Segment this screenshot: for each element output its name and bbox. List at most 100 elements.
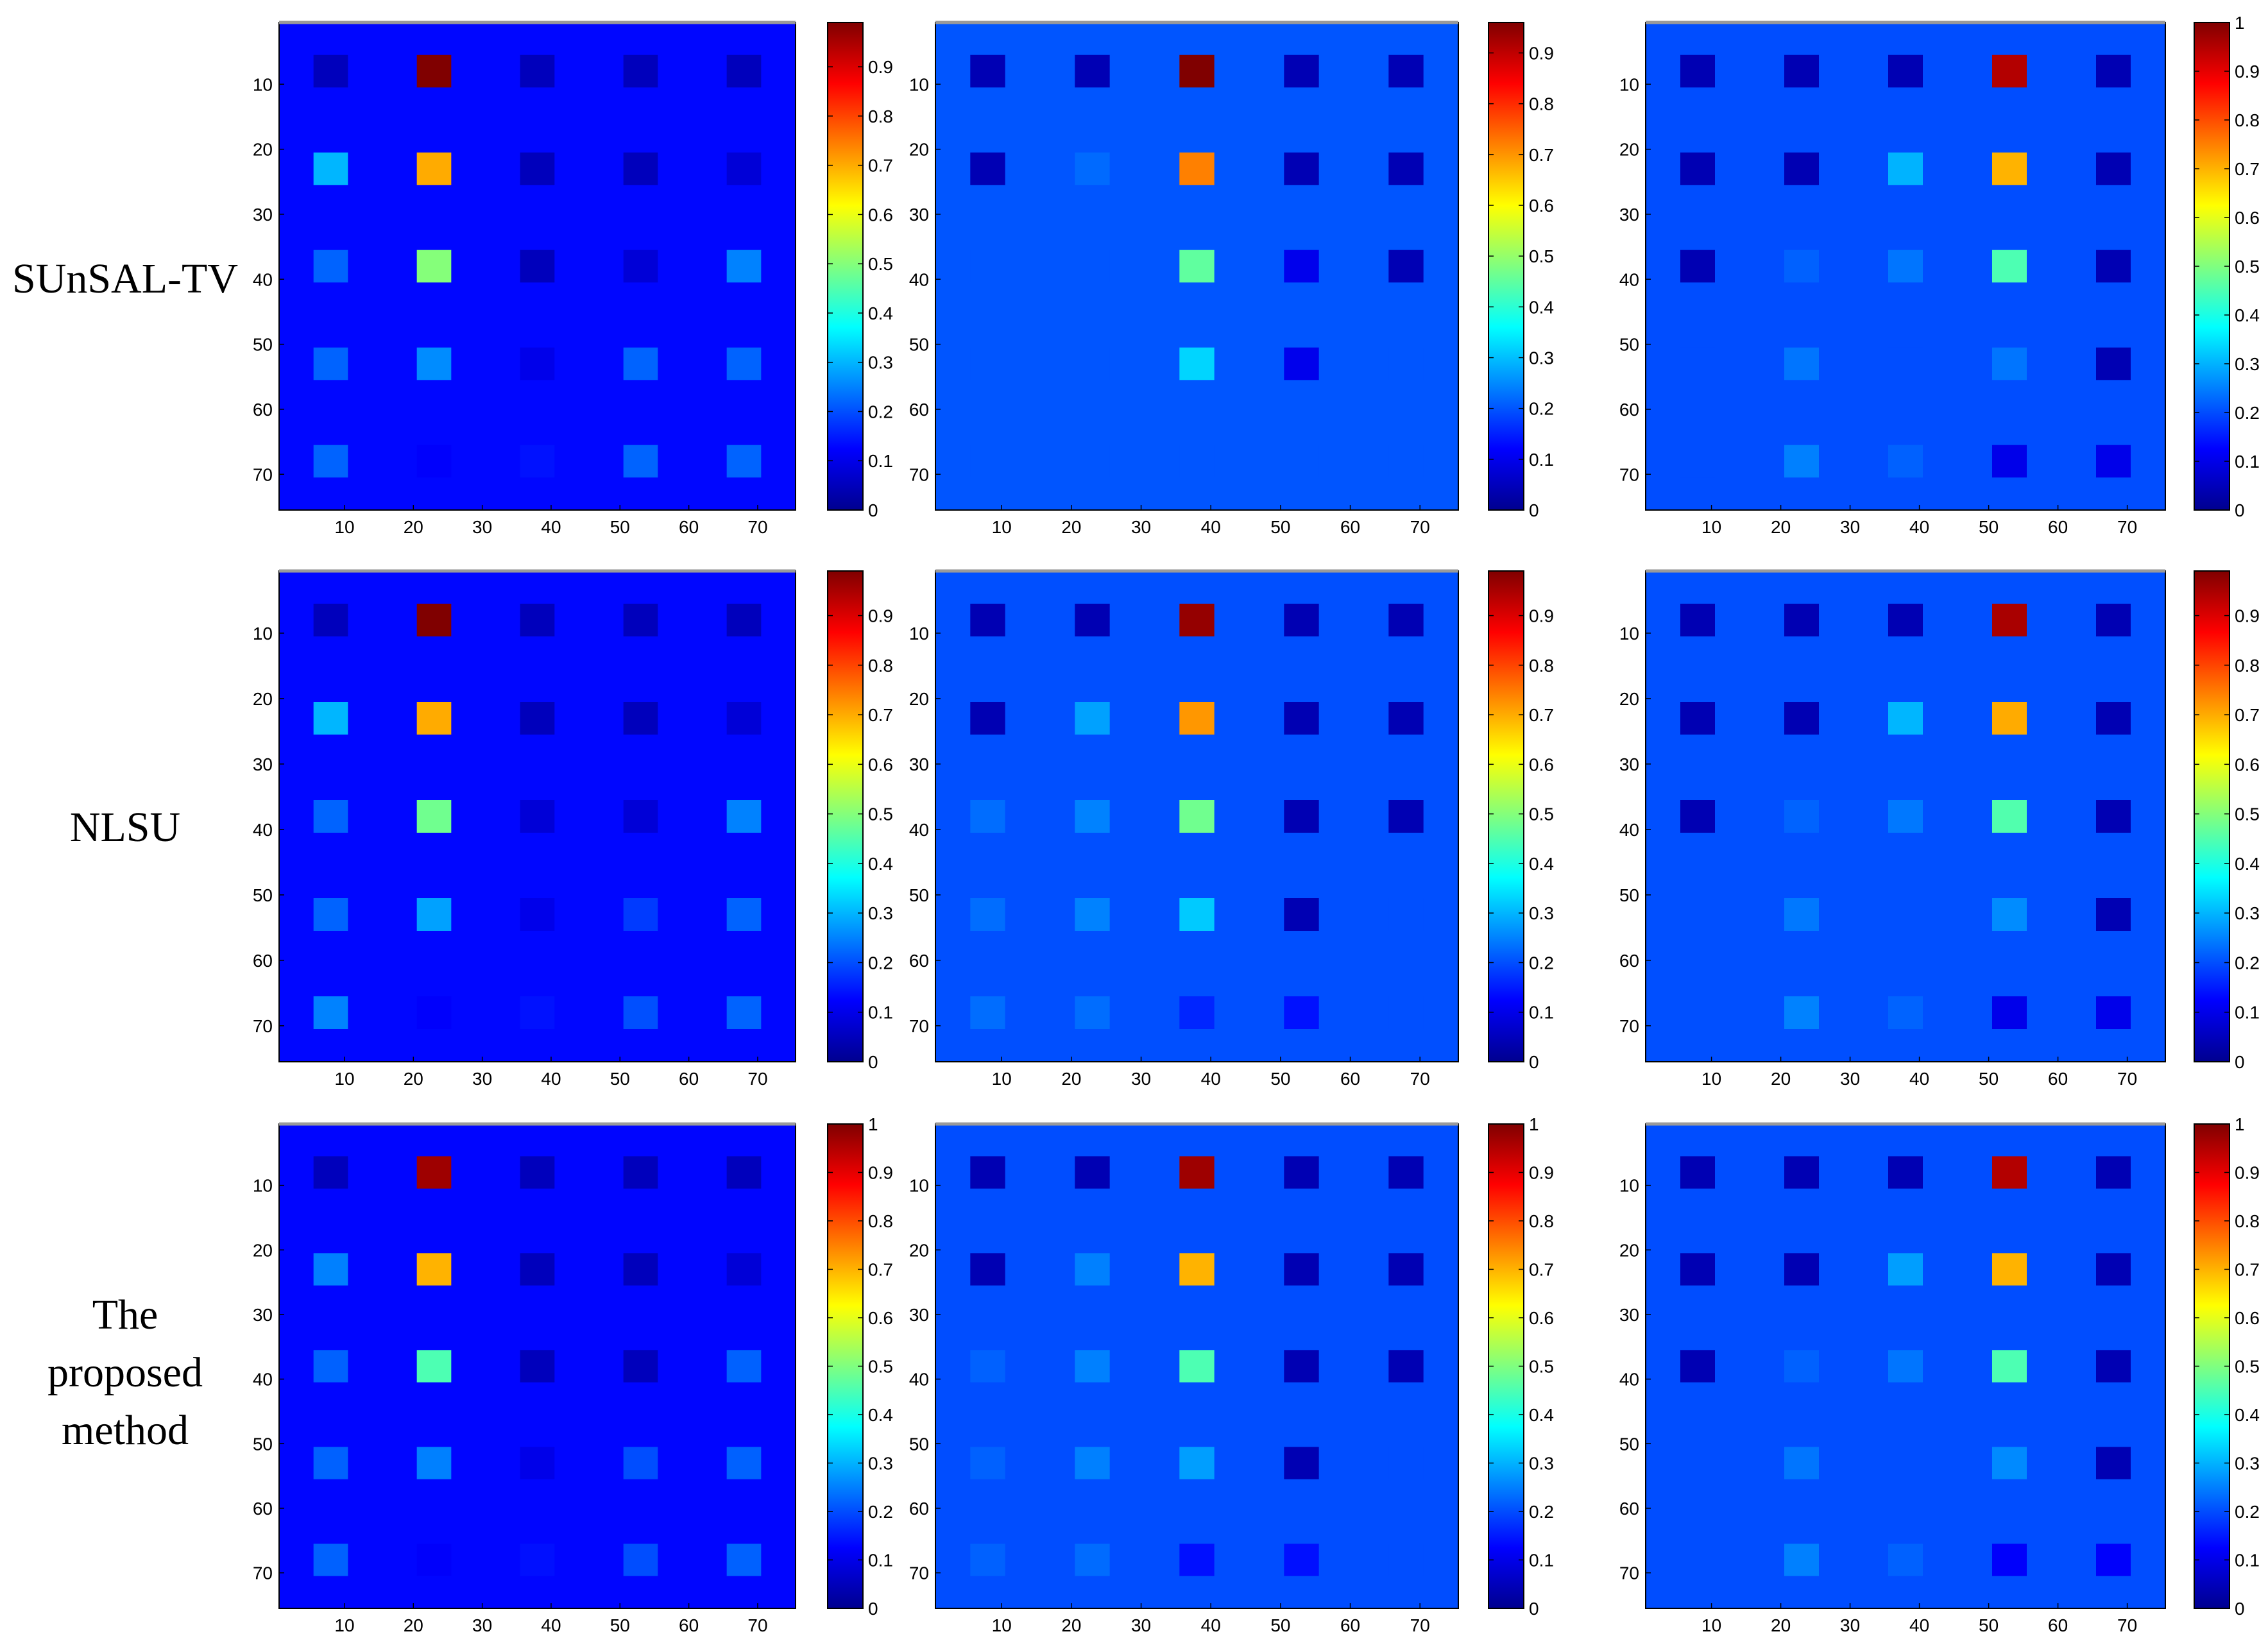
heatmap-block bbox=[970, 152, 1005, 185]
heatmap-block bbox=[1992, 1544, 2027, 1576]
colorbar-tick-label: 0.2 bbox=[1529, 953, 1554, 973]
colorbar-tick-label: 0.6 bbox=[868, 754, 893, 774]
x-tick-label: 30 bbox=[472, 1069, 492, 1089]
colorbar bbox=[2194, 570, 2230, 1062]
heatmap-block bbox=[1388, 702, 1424, 735]
heatmap-block bbox=[1075, 347, 1110, 380]
colorbar-tick-label: 0.9 bbox=[868, 57, 893, 77]
colorbar-tick-label: 0.7 bbox=[2235, 1260, 2260, 1280]
colorbar-tick-label: 0.8 bbox=[1529, 1211, 1554, 1231]
colorbar-tick-label: 0.7 bbox=[2235, 159, 2260, 179]
y-tick-label: 70 bbox=[253, 1016, 273, 1036]
heatmap-block bbox=[726, 250, 762, 283]
x-tick-label: 70 bbox=[1410, 1069, 1430, 1089]
heatmap-block bbox=[1680, 347, 1715, 380]
y-tick-label: 50 bbox=[1619, 885, 1639, 905]
colorbar-tick-label: 0.5 bbox=[868, 804, 893, 824]
heatmap-block bbox=[1388, 996, 1424, 1029]
heatmap-block bbox=[726, 445, 762, 478]
colorbar bbox=[2194, 1123, 2230, 1609]
heatmap-block bbox=[726, 1350, 762, 1383]
colorbar-tick-label: 0.5 bbox=[2235, 804, 2260, 824]
heatmap-block bbox=[1992, 996, 2027, 1029]
x-tick-label: 70 bbox=[747, 1615, 767, 1635]
heatmap-block bbox=[1284, 55, 1319, 88]
heatmap-block bbox=[1784, 445, 1819, 478]
heatmap-block bbox=[416, 445, 452, 478]
heatmap-block bbox=[1075, 898, 1110, 931]
x-tick-label: 20 bbox=[1061, 517, 1081, 537]
heatmap-block bbox=[1680, 1350, 1715, 1383]
y-tick-label: 60 bbox=[1619, 1499, 1639, 1519]
y-tick-label: 70 bbox=[1619, 1016, 1639, 1036]
colorbar-tick-label: 1 bbox=[868, 1114, 878, 1134]
x-tick-label: 60 bbox=[2048, 517, 2068, 537]
heatmap-block bbox=[2096, 604, 2131, 636]
colorbar-tick-label: 0.1 bbox=[1529, 1551, 1554, 1571]
heatmap-block bbox=[520, 996, 555, 1029]
colorbar-tick-label: 0.8 bbox=[868, 106, 893, 126]
heatmap-block bbox=[1179, 1350, 1215, 1383]
colorbar-tick-label: 0.3 bbox=[2235, 903, 2260, 923]
heatmap-block bbox=[2096, 996, 2131, 1029]
heatmap-block bbox=[416, 604, 452, 636]
colorbar-tick-label: 0 bbox=[2235, 500, 2245, 520]
heatmap-block bbox=[726, 1447, 762, 1479]
colorbar-tick-label: 0.5 bbox=[2235, 1357, 2260, 1377]
heatmap-block bbox=[623, 1253, 658, 1286]
x-tick-label: 60 bbox=[679, 517, 699, 537]
colorbar-tick-label: 0.8 bbox=[1529, 94, 1554, 114]
heatmap-block bbox=[970, 1253, 1005, 1286]
heatmap-block bbox=[1680, 152, 1715, 185]
heatmap-block bbox=[726, 702, 762, 735]
colorbar-tick-label: 0.4 bbox=[1529, 297, 1554, 317]
x-tick-label: 40 bbox=[1201, 1069, 1221, 1089]
colorbar-tick-label: 0.8 bbox=[1529, 656, 1554, 676]
y-tick-label: 30 bbox=[909, 205, 929, 225]
y-tick-label: 20 bbox=[909, 689, 929, 709]
colorbar-tick-label: 0.4 bbox=[868, 854, 893, 874]
heatmap-block bbox=[520, 250, 555, 283]
heatmap-block bbox=[1680, 1447, 1715, 1479]
heatmap-block bbox=[1784, 702, 1819, 735]
heatmap-block bbox=[416, 702, 452, 735]
heatmap-block bbox=[1284, 152, 1319, 185]
x-tick-label: 40 bbox=[1909, 1615, 1929, 1635]
heatmap-block bbox=[1388, 55, 1424, 88]
y-tick-label: 70 bbox=[253, 1563, 273, 1583]
heatmap-block bbox=[2096, 152, 2131, 185]
heatmap-block bbox=[416, 1544, 452, 1576]
heatmap-block bbox=[2096, 1447, 2131, 1479]
y-tick-label: 40 bbox=[909, 820, 929, 840]
y-tick-label: 40 bbox=[253, 269, 273, 289]
heatmap-block bbox=[1075, 800, 1110, 833]
colorbar-tick-label: 0.3 bbox=[1529, 903, 1554, 923]
heatmap-block bbox=[1075, 1544, 1110, 1576]
heatmap-block bbox=[1075, 445, 1110, 478]
x-tick-label: 10 bbox=[1701, 1615, 1721, 1635]
heatmap-block bbox=[520, 800, 555, 833]
heatmap-block bbox=[1075, 1350, 1110, 1383]
x-tick-label: 50 bbox=[610, 1069, 630, 1089]
heatmap-block bbox=[1888, 604, 1923, 636]
colorbar-tick-label: 0 bbox=[868, 1599, 878, 1619]
panel-3-2: 10 20 30 40 50 60 70 10 20 30 40 50 60 70 0 0.1 0.2 0.3 0.… bbox=[909, 1114, 1554, 1635]
heatmap-block bbox=[1179, 55, 1215, 88]
y-tick-label: 20 bbox=[909, 1240, 929, 1260]
y-tick-label: 50 bbox=[909, 335, 929, 355]
heatmap-block bbox=[1284, 996, 1319, 1029]
heatmap-block bbox=[970, 445, 1005, 478]
heatmap-block bbox=[1680, 1544, 1715, 1576]
colorbar-tick-label: 0 bbox=[2235, 1599, 2245, 1619]
x-tick-label: 40 bbox=[541, 1069, 561, 1089]
y-tick-label: 50 bbox=[253, 335, 273, 355]
colorbar-tick-label: 0.1 bbox=[2235, 1003, 2260, 1023]
x-tick-label: 50 bbox=[1270, 1615, 1290, 1635]
heatmap-block bbox=[520, 55, 555, 88]
colorbar-tick-label: 0.7 bbox=[1529, 145, 1554, 165]
heatmap-block bbox=[520, 1350, 555, 1383]
heatmap-block bbox=[970, 1544, 1005, 1576]
heatmap-block bbox=[623, 55, 658, 88]
heatmap-block bbox=[1179, 800, 1215, 833]
panel-1-3: 10 20 30 40 50 60 70 10 20 30 40 50 60 70 0 0.1 0.2 0.3 0.… bbox=[1619, 13, 2260, 537]
